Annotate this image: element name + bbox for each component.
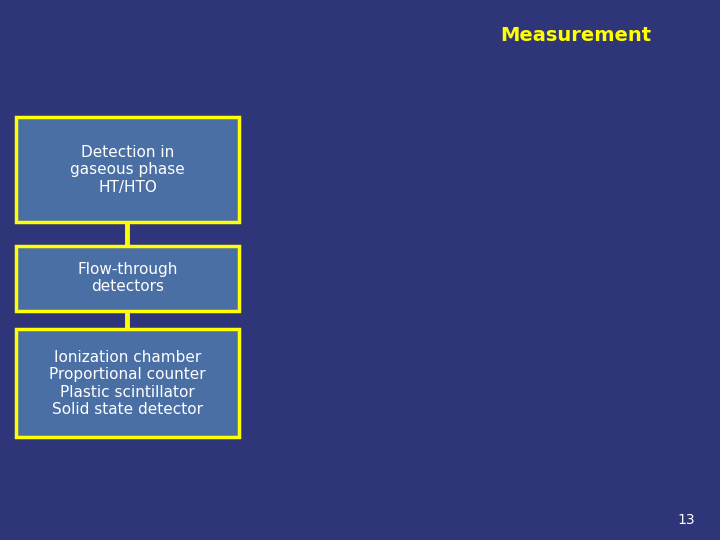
FancyBboxPatch shape [16,329,239,437]
Text: Measurement: Measurement [500,25,652,45]
FancyBboxPatch shape [16,246,239,310]
Text: 13: 13 [678,512,695,526]
Text: Flow-through
detectors: Flow-through detectors [77,262,178,294]
FancyBboxPatch shape [16,117,239,222]
Text: Detection in
gaseous phase
HT/HTO: Detection in gaseous phase HT/HTO [70,145,185,195]
Text: Ionization chamber
Proportional counter
Plastic scintillator
Solid state detecto: Ionization chamber Proportional counter … [49,350,206,417]
